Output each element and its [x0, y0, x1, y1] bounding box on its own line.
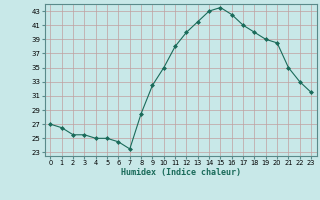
X-axis label: Humidex (Indice chaleur): Humidex (Indice chaleur) [121, 168, 241, 177]
